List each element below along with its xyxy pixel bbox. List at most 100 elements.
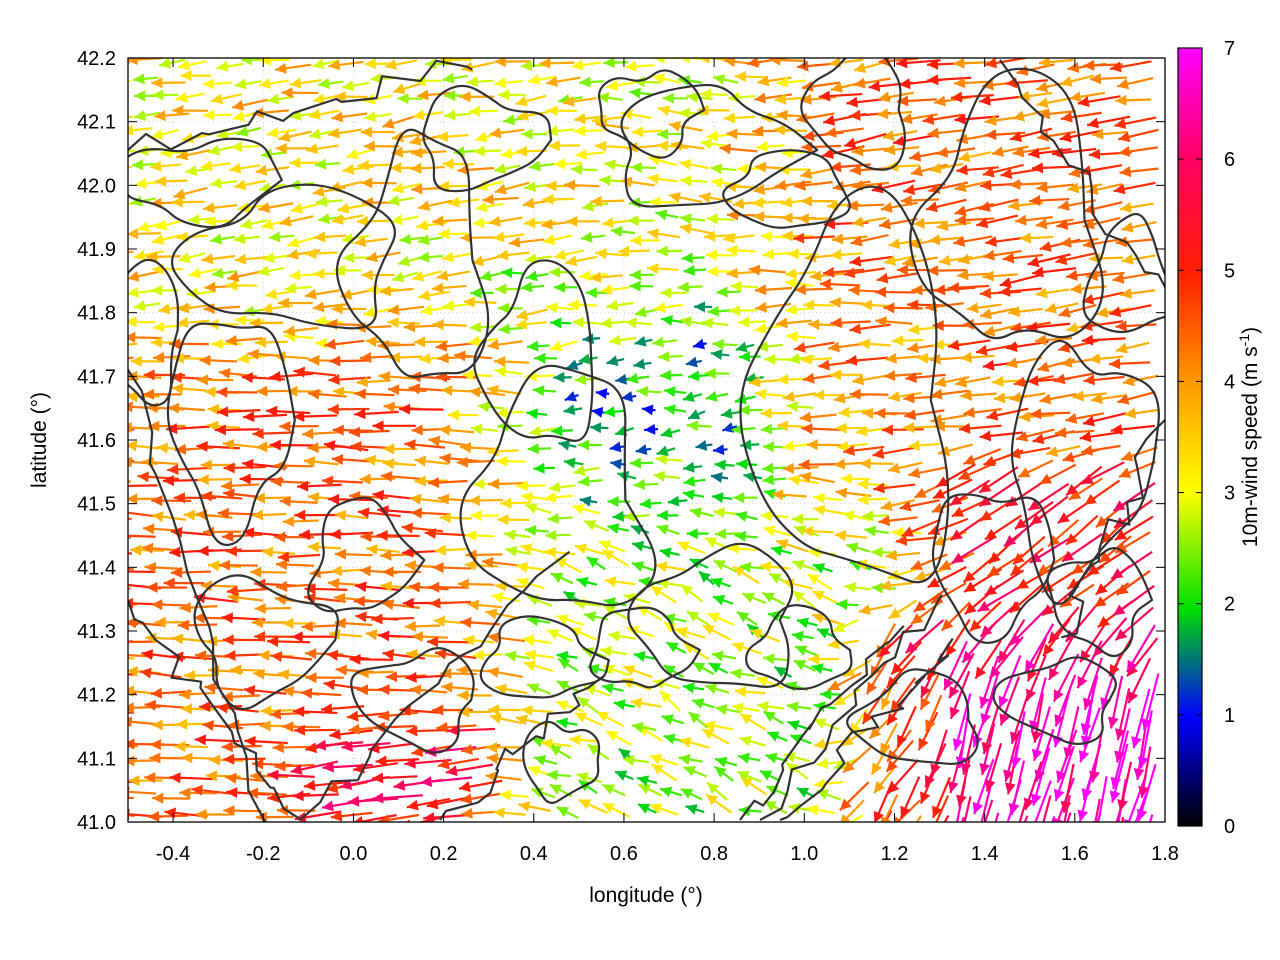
wind-arrow-head [239, 473, 251, 485]
wind-arrow-head [556, 700, 569, 711]
wind-arrow-head [404, 620, 416, 632]
wind-arrow-head [657, 128, 669, 140]
wind-arrow [596, 710, 624, 728]
wind-arrow [546, 105, 577, 117]
wind-arrow [149, 752, 188, 764]
wind-arrow-head [156, 442, 169, 454]
wind-arrow [130, 355, 164, 367]
wind-arrow [907, 323, 940, 335]
wind-arrow [836, 599, 859, 611]
wind-arrow [188, 267, 218, 279]
wind-arrow-head [629, 269, 641, 281]
wind-arrow [439, 512, 472, 524]
wind-arrow-head [417, 251, 430, 263]
wind-arrow-head [849, 323, 862, 335]
wind-arrow [346, 148, 375, 160]
wind-arrow-head [862, 711, 874, 724]
wind-arrow-head [207, 403, 220, 415]
wind-arrow [151, 284, 179, 296]
wind-arrow [388, 384, 427, 396]
wind-arrow-head [432, 319, 444, 331]
wind-arrow-head [1066, 533, 1078, 545]
wind-arrow [839, 781, 870, 812]
wind-arrow [556, 680, 580, 693]
wind-arrow-shaft [128, 656, 135, 660]
wind-arrow [714, 756, 738, 768]
wind-arrow [679, 213, 706, 225]
wind-arrow-head [516, 309, 529, 321]
wind-arrow [272, 741, 312, 753]
wind-arrow-head [1111, 568, 1124, 579]
wind-arrow [128, 392, 130, 396]
wind-arrow-head [225, 772, 237, 784]
wind-arrow [661, 714, 685, 725]
wind-arrow [714, 765, 734, 782]
wind-arrow-head [347, 795, 360, 807]
wind-arrow [457, 578, 495, 590]
wind-arrow-head [979, 430, 992, 442]
wind-arrow [890, 640, 923, 676]
wind-arrow-head [678, 753, 691, 765]
wind-arrow-head [520, 281, 533, 293]
wind-arrow [553, 371, 572, 383]
wind-arrow-head [800, 168, 813, 179]
wind-arrow-head [633, 358, 646, 370]
wind-arrow-head [547, 629, 560, 640]
wind-arrow-head [1037, 361, 1050, 373]
wind-arrow-head [167, 402, 180, 414]
wind-arrow-head [713, 507, 725, 519]
wind-arrow-head [582, 200, 595, 212]
wind-arrow [379, 285, 414, 297]
wind-arrow [609, 334, 637, 346]
wind-arrow-head [181, 752, 193, 764]
wind-arrow-shaft [128, 221, 129, 223]
wind-arrow [633, 479, 659, 491]
wind-arrow-head [189, 267, 201, 279]
wind-arrow-shaft [1148, 814, 1154, 822]
wind-arrow [876, 272, 918, 284]
wind-arrow-head [1018, 467, 1031, 478]
wind-arrow [155, 219, 184, 231]
wind-arrow-head [499, 789, 512, 801]
wind-arrow-head [226, 585, 239, 597]
wind-arrow-head [314, 315, 327, 327]
wind-arrow-head [1060, 111, 1073, 123]
wind-arrow-head [693, 301, 706, 313]
wind-arrow-shaft [98, 270, 127, 273]
wind-arrow-head [489, 713, 502, 724]
wind-arrow [610, 458, 627, 470]
wind-arrow-head [302, 428, 314, 440]
wind-arrow-head [414, 455, 427, 467]
wind-arrow [776, 420, 810, 432]
wind-arrow [303, 456, 339, 468]
wind-arrow-head [304, 288, 317, 300]
wind-arrow [895, 534, 938, 546]
wind-arrow [679, 223, 713, 235]
wind-arrow-head [677, 281, 689, 293]
wind-arrow-head [931, 592, 944, 604]
wind-arrow-head [738, 351, 751, 363]
wind-arrow [221, 480, 260, 492]
wind-arrow-head [667, 495, 680, 507]
wind-arrow [417, 234, 443, 246]
wind-arrow [320, 703, 365, 715]
wind-arrow-head [1005, 341, 1018, 353]
wind-arrow-head [91, 454, 102, 465]
wind-arrow [290, 202, 321, 214]
wind-arrow [1048, 635, 1075, 681]
wind-arrow [633, 651, 655, 662]
wind-arrow [382, 114, 418, 129]
wind-arrow-head [943, 857, 953, 869]
wind-arrow-head [134, 110, 147, 121]
wind-arrow-head [277, 669, 290, 681]
wind-arrow [243, 411, 288, 423]
wind-arrow-head [879, 218, 891, 230]
wind-arrow-head [893, 135, 905, 147]
wind-arrow [261, 546, 296, 558]
wind-arrow [629, 280, 653, 292]
wind-arrow [756, 700, 785, 712]
wind-arrow-head [983, 455, 996, 467]
wind-arrow-head [699, 192, 712, 204]
wind-arrow [564, 391, 579, 402]
wind-arrow [448, 196, 480, 208]
